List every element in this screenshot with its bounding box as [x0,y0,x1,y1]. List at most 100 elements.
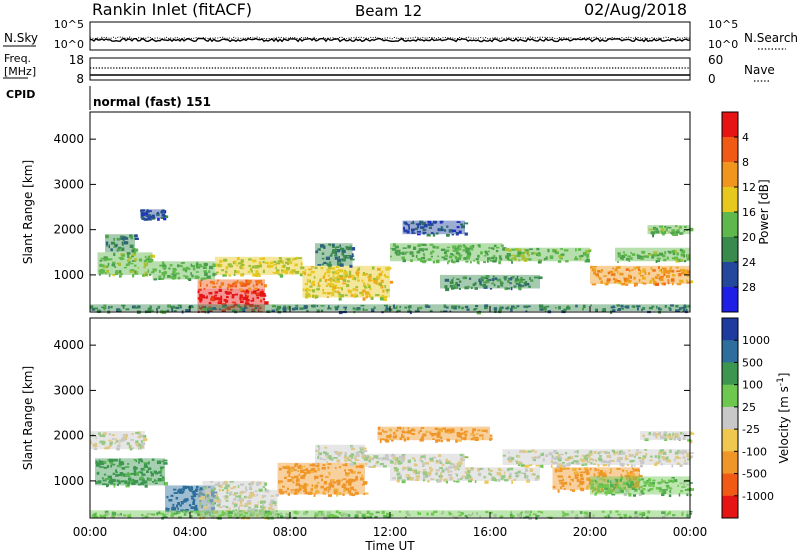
velocity-cell [586,486,589,490]
power-cell [285,269,289,272]
power-cell [362,307,365,311]
power-cell [161,213,166,217]
power-cell [415,223,418,226]
velocity-cell [259,482,262,485]
velocity-region [95,458,165,486]
velocity-cell [621,451,624,455]
power-cell [487,259,489,263]
power-cell [303,305,307,310]
velocity-cell [662,480,666,483]
power-cell [617,255,622,258]
velocity-cell [496,472,499,476]
velocity-cell [614,478,619,483]
velocity-ytick-label: 4000 [53,338,84,352]
power-cell [449,281,453,284]
power-cell [493,244,497,247]
power-cell [334,306,339,309]
power-cell [299,307,304,310]
power-cell [145,272,148,277]
velocity-cell [401,458,405,462]
power-cell [520,284,525,288]
velocity-cell [678,462,681,465]
power-cell [417,233,421,236]
velocity-cell [664,434,667,438]
power-cell [163,274,166,278]
power-cell [529,277,531,281]
velocity-cell [558,470,563,473]
power-cell [258,261,262,265]
power-cell [617,252,619,255]
velocity-cell [572,467,577,471]
velocity-cell [667,479,673,482]
power-cell [91,307,96,311]
velocity-cell [472,430,475,434]
power-cell [130,262,134,265]
power-cell [214,297,219,300]
power-cell [158,277,162,280]
velocity-cell [458,514,462,517]
power-cell [507,259,513,261]
velocity-cell [270,499,275,502]
velocity-cell [585,454,589,457]
velocity-cell [473,434,476,436]
power-cell [466,252,472,256]
power-colorbar-tick-label: 28 [742,281,756,294]
power-cell [317,284,320,288]
power-cell [428,226,432,229]
velocity-cell [156,460,162,465]
power-cell [331,251,336,254]
velocity-cell [459,433,464,435]
power-cell [439,228,442,232]
power-cell [385,288,390,292]
power-cell [462,249,467,252]
velocity-cell [658,459,662,463]
velocity-cell [458,436,463,438]
power-cell [152,216,156,219]
velocity-cell [224,480,228,485]
velocity-cell [422,473,428,476]
velocity-cell [559,465,563,468]
power-cell [484,306,488,310]
velocity-cell [497,472,501,476]
power-cell [351,274,355,277]
velocity-cell [336,482,341,486]
power-cell [320,266,324,270]
power-cell [467,249,471,253]
velocity-cell [190,490,195,493]
power-cell [561,253,565,256]
power-cell [163,268,166,270]
velocity-cell [359,448,364,451]
power-cell [478,261,480,265]
velocity-cell [623,493,628,496]
power-cell [238,288,243,291]
velocity-cell [511,457,515,461]
power-cell [543,257,546,261]
power-cell [287,258,291,262]
velocity-cell [313,470,317,473]
power-cell [633,276,636,280]
power-cell [147,214,151,217]
power-cell [502,247,507,250]
power-cell [492,275,495,278]
power-cell [668,251,672,254]
velocity-cell [192,491,195,495]
velocity-cell [524,472,527,476]
velocity-cell [593,489,596,492]
velocity-cell [249,511,253,514]
power-cell [506,287,511,290]
power-cell [443,304,447,308]
velocity-cell [684,489,690,491]
velocity-cell [182,488,184,491]
velocity-cell [414,459,416,462]
velocity-cell [627,484,632,488]
velocity-cell [581,481,585,485]
velocity-cell [475,433,479,435]
velocity-cell [471,512,474,516]
power-cell [208,301,212,305]
power-cell [641,308,643,312]
power-cell [130,270,134,273]
velocity-cell [611,493,616,496]
velocity-cell [354,457,357,460]
